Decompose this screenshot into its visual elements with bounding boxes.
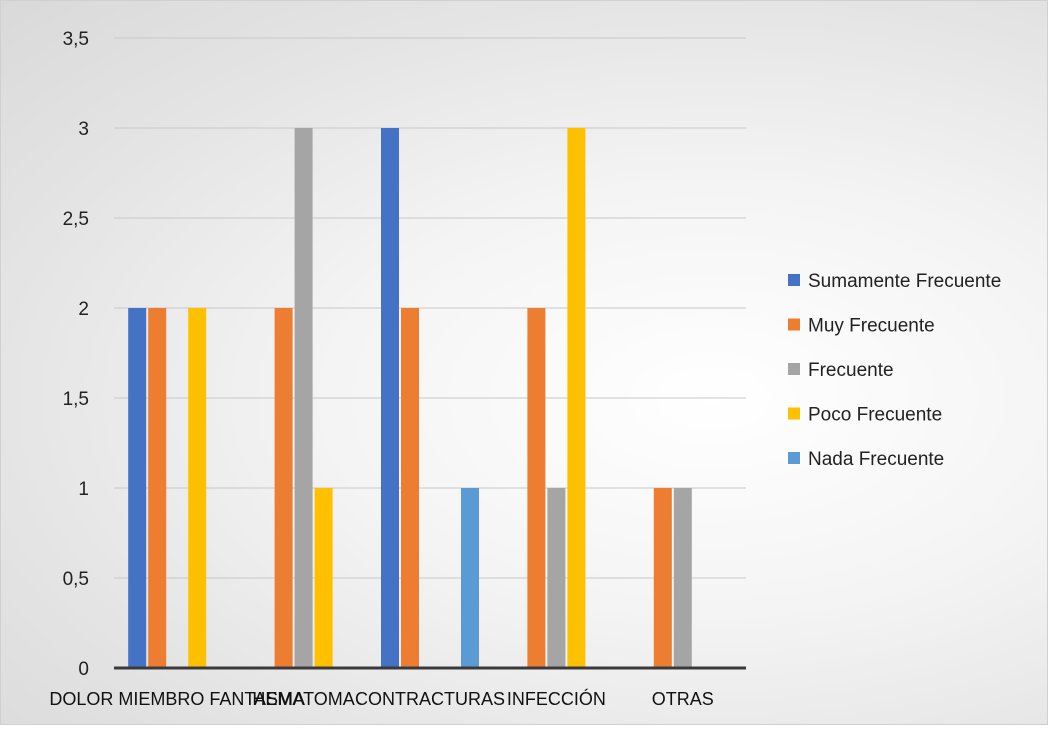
bar xyxy=(148,308,167,668)
bar xyxy=(653,488,672,668)
y-tick-label: 1,5 xyxy=(63,389,89,410)
bar xyxy=(567,128,586,668)
bar xyxy=(314,488,333,668)
legend-label: Nada Frecuente xyxy=(808,449,944,470)
x-tick-label: DOLOR MIEMBRO FANTASMA xyxy=(49,689,305,709)
gridlines xyxy=(114,37,746,579)
y-tick-label: 3 xyxy=(78,119,89,140)
y-tick-label: 2,5 xyxy=(63,209,89,230)
y-tick-label: 0,5 xyxy=(63,569,89,590)
bar xyxy=(274,308,293,668)
bar xyxy=(381,128,399,668)
legend-swatch xyxy=(788,452,800,464)
bar xyxy=(188,308,207,668)
x-tick-label: OTRAS xyxy=(652,689,714,709)
legend-label: Poco Frecuente xyxy=(808,405,942,426)
legend-label: Frecuente xyxy=(808,360,894,381)
bar xyxy=(461,488,479,668)
bar xyxy=(128,308,147,668)
legend-swatch xyxy=(788,274,800,286)
legend-label: Muy Frecuente xyxy=(808,316,935,337)
legend-swatch xyxy=(788,407,800,420)
x-tick-label: HEMATOMA xyxy=(252,689,354,709)
legend-label: Sumamente Frecuente xyxy=(808,271,1001,292)
bar xyxy=(401,308,419,668)
x-tick-label: INFECCIÓN xyxy=(507,688,606,709)
y-tick-label: 1 xyxy=(78,479,89,500)
y-tick-label: 2 xyxy=(78,299,89,320)
bar xyxy=(294,128,313,668)
legend-swatch xyxy=(788,318,800,331)
legend: Sumamente Frecuente Muy Frecuente Frecuent… xyxy=(788,271,1001,470)
y-axis: 0 0,5 1 1,5 2 2,5 3 3,5 xyxy=(63,29,89,680)
bar xyxy=(527,308,546,668)
bar xyxy=(547,488,566,668)
bar xyxy=(673,488,692,668)
bars xyxy=(128,128,692,668)
x-tick-label: CONTRACTURAS xyxy=(355,689,505,709)
legend-swatch xyxy=(788,363,800,375)
y-tick-label: 0 xyxy=(78,659,89,680)
y-tick-label: 3,5 xyxy=(63,29,89,50)
